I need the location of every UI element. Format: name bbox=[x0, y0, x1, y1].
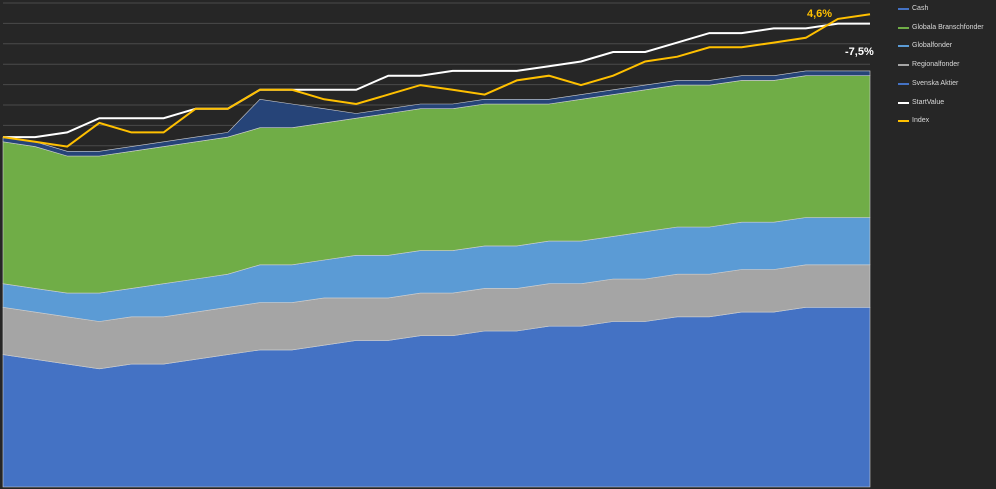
legend-label: StartValue bbox=[912, 99, 945, 106]
legend-item-regionalfonder: Regionalfonder bbox=[898, 59, 996, 71]
legend-label: Globalfonder bbox=[912, 42, 953, 49]
legend-swatch bbox=[898, 120, 909, 122]
index-end-label: 4,6% bbox=[807, 8, 833, 20]
legend-item-startvalue: StartValue bbox=[898, 97, 996, 109]
legend-swatch bbox=[898, 83, 909, 85]
legend-swatch bbox=[898, 102, 909, 104]
legend-swatch bbox=[898, 64, 909, 66]
legend-label: Globala Branschfonder bbox=[912, 24, 984, 31]
legend-swatch bbox=[898, 45, 909, 47]
legend-item-svenska-aktier: Svenska Aktier bbox=[898, 78, 996, 90]
legend-item-cash: Cash bbox=[898, 3, 996, 15]
legend-item-globala-branschfonder: Globala Branschfonder bbox=[898, 22, 996, 34]
legend-label: Svenska Aktier bbox=[912, 80, 959, 87]
area-cash bbox=[2, 70, 871, 157]
legend-swatch bbox=[898, 8, 909, 10]
legend-label: Regionalfonder bbox=[912, 61, 960, 68]
stack-end-label: -7,5% bbox=[845, 46, 874, 58]
legend-item-index: Index bbox=[898, 115, 996, 127]
legend-swatch bbox=[898, 27, 909, 29]
line-startvalue bbox=[3, 22, 870, 139]
legend-label: Cash bbox=[912, 5, 929, 12]
legend-label: Index bbox=[912, 117, 930, 124]
legend-item-globalfonder: Globalfonder bbox=[898, 40, 996, 52]
legend: Cash Globala Branschfonder Globalfonder … bbox=[898, 0, 996, 140]
line-index bbox=[2, 13, 871, 148]
